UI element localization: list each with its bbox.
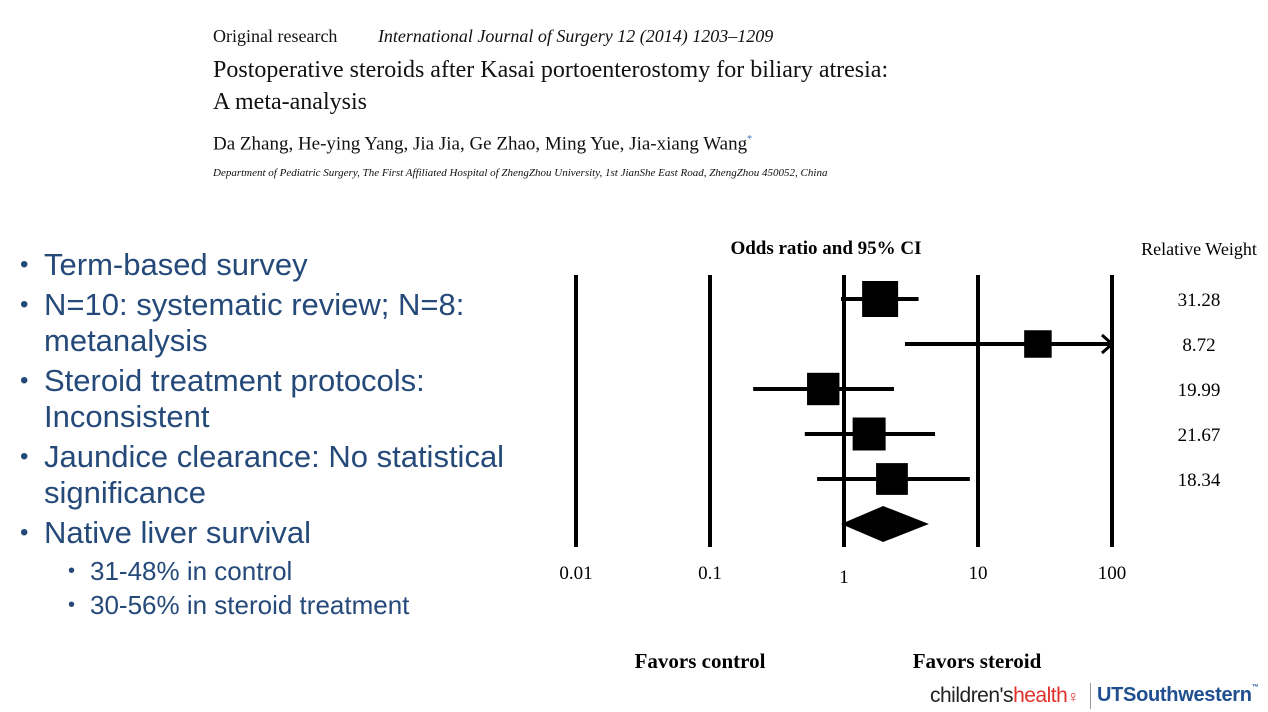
truncation-arrow-icon: [1100, 333, 1115, 355]
weight-column-header: Relative Weight: [1141, 239, 1257, 259]
logo-divider: [1090, 683, 1091, 709]
footer-logos: children'shealth♀ UTSouthwestern™: [930, 680, 1268, 710]
balloon-icon: ♀: [1067, 689, 1079, 706]
tick-label: 0.01: [559, 563, 592, 584]
study-point: [1024, 330, 1052, 358]
tick-label: 1: [839, 567, 849, 588]
tick-label: 100: [1098, 563, 1127, 584]
tick-label: 0.1: [698, 563, 722, 584]
article-type: Original research: [213, 26, 338, 46]
corresponding-author-mark: *: [747, 134, 753, 145]
logo-text-utsw: UTSouthwestern: [1097, 684, 1252, 706]
sub-bullet-item: 31-48% in control: [20, 555, 580, 587]
summary-diamond: [841, 506, 929, 542]
favors-steroid-label: Favors steroid: [913, 649, 1042, 673]
bullet-item: Jaundice clearance: No statistical signi…: [20, 439, 580, 511]
journal-citation: International Journal of Surgery 12 (201…: [377, 26, 774, 46]
article-title-line-1: Postoperative steroids after Kasai porto…: [213, 57, 889, 83]
relative-weight-value: 18.34: [1178, 470, 1221, 491]
trademark-mark: ™: [1251, 684, 1259, 691]
article-meta: Original research International Journal …: [213, 24, 1073, 48]
relative-weight-value: 8.72: [1182, 335, 1215, 356]
author-list: Da Zhang, He-ying Yang, Jia Jia, Ge Zhao…: [213, 133, 748, 155]
article-title-line-2: A meta-analysis: [213, 89, 367, 115]
logo-text-health: health: [1013, 684, 1068, 707]
bullet-item: Native liver survival: [20, 515, 580, 551]
bullet-list: Term-based survey N=10: systematic revie…: [20, 247, 580, 621]
bullet-item: Steroid treatment protocols: Inconsisten…: [20, 363, 580, 435]
article-header: Original research International Journal …: [213, 24, 1073, 180]
study-point: [862, 281, 899, 317]
ut-southwestern-logo: UTSouthwestern™: [1097, 684, 1259, 707]
study-point: [807, 372, 840, 406]
bullet-item: Term-based survey: [20, 247, 580, 283]
tick-label: 10: [969, 563, 988, 584]
childrens-health-logo: children'shealth♀: [930, 684, 1079, 708]
relative-weight-value: 19.99: [1178, 380, 1221, 401]
favors-control-label: Favors control: [635, 649, 766, 673]
article-title: Postoperative steroids after Kasai porto…: [213, 54, 1073, 118]
relative-weight-value: 21.67: [1178, 425, 1221, 446]
relative-weight-value: 31.28: [1178, 290, 1221, 311]
study-point: [876, 463, 908, 495]
forest-plot: Odds ratio and 95% CI Relative Weight 0.…: [559, 238, 1257, 673]
author-affiliation: Department of Pediatric Surgery, The Fir…: [213, 167, 828, 180]
sub-bullet-item: 30-56% in steroid treatment: [20, 589, 580, 621]
chart-title: Odds ratio and 95% CI: [730, 238, 921, 259]
bullet-item: N=10: systematic review; N=8: metanalysi…: [20, 287, 580, 359]
article-authors: Da Zhang, He-ying Yang, Jia Jia, Ge Zhao…: [213, 128, 1073, 156]
study-point: [852, 417, 886, 451]
logo-text-childrens: children's: [930, 684, 1014, 707]
